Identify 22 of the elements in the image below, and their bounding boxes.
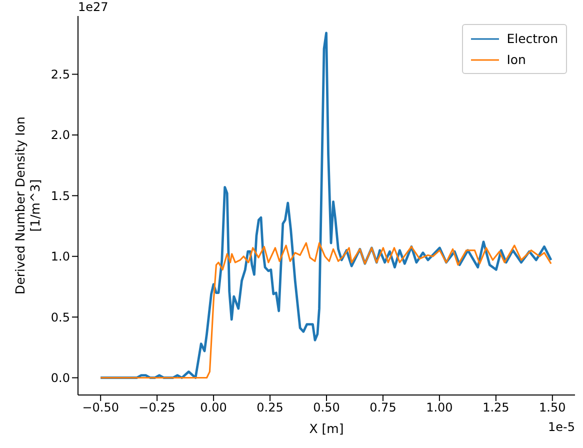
x-tick-label: 1.50 [539, 400, 566, 415]
x-tick-label: 0.00 [200, 400, 227, 415]
x-tick-label: 0.75 [370, 400, 396, 415]
y-tick-label: 1.5 [50, 188, 70, 203]
y-tick-label: 2.0 [50, 128, 70, 142]
x-tick-label: 1.25 [482, 400, 510, 415]
x-axis-title: X [m] [309, 420, 344, 436]
y-tick-label: 2.5 [50, 68, 70, 82]
x-tick-label: −0.25 [138, 400, 176, 415]
x-tick-label: 1.00 [426, 400, 453, 415]
x-tick-label: 0.50 [313, 400, 340, 415]
x-tick-label: −0.50 [82, 400, 119, 415]
text: 1e-5 [548, 420, 575, 434]
x-tick-label: 0.25 [256, 400, 284, 415]
legend-label: Ion [506, 51, 526, 69]
y-tick-label: 1.0 [50, 250, 70, 264]
text: 1e27 [78, 0, 108, 14]
y-tick-label: 0.5 [50, 310, 70, 324]
y-tick-label: 0.0 [50, 371, 70, 386]
legend-label: Electron [506, 30, 558, 48]
y-axis-title: Derived Number Density Ion [1/m^3] [12, 116, 42, 294]
line-series [100, 242, 552, 379]
